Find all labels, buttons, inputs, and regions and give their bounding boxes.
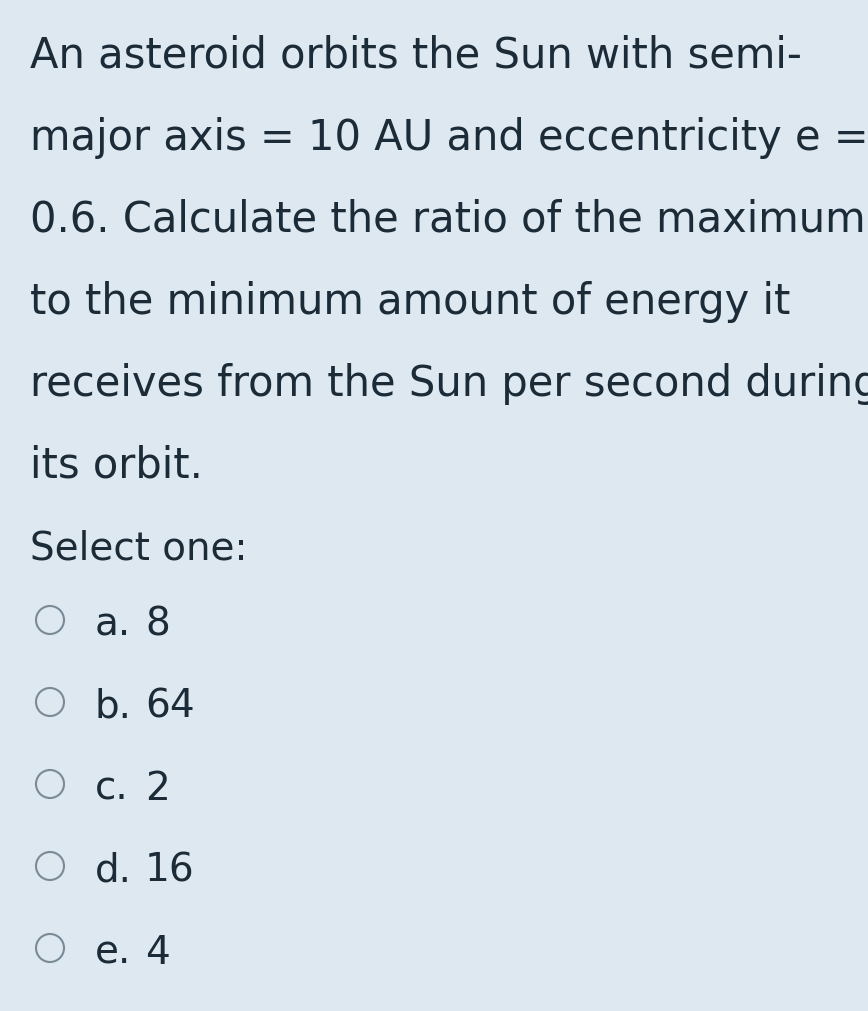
Text: d.: d. [95,852,132,890]
Text: b.: b. [95,688,132,726]
Text: 2: 2 [145,770,170,808]
Text: a.: a. [95,606,131,644]
Text: 0.6. Calculate the ratio of the maximum: 0.6. Calculate the ratio of the maximum [30,199,865,241]
Text: its orbit.: its orbit. [30,445,203,487]
Text: 16: 16 [145,852,194,890]
Text: e.: e. [95,934,131,972]
Text: c.: c. [95,770,128,808]
Text: An asteroid orbits the Sun with semi-: An asteroid orbits the Sun with semi- [30,35,802,77]
Text: to the minimum amount of energy it: to the minimum amount of energy it [30,281,791,323]
Text: 4: 4 [145,934,170,972]
Text: 8: 8 [145,606,170,644]
Text: receives from the Sun per second during: receives from the Sun per second during [30,363,868,405]
Text: 64: 64 [145,688,194,726]
Text: Select one:: Select one: [30,530,247,568]
Text: major axis = 10 AU and eccentricity e =: major axis = 10 AU and eccentricity e = [30,117,868,159]
